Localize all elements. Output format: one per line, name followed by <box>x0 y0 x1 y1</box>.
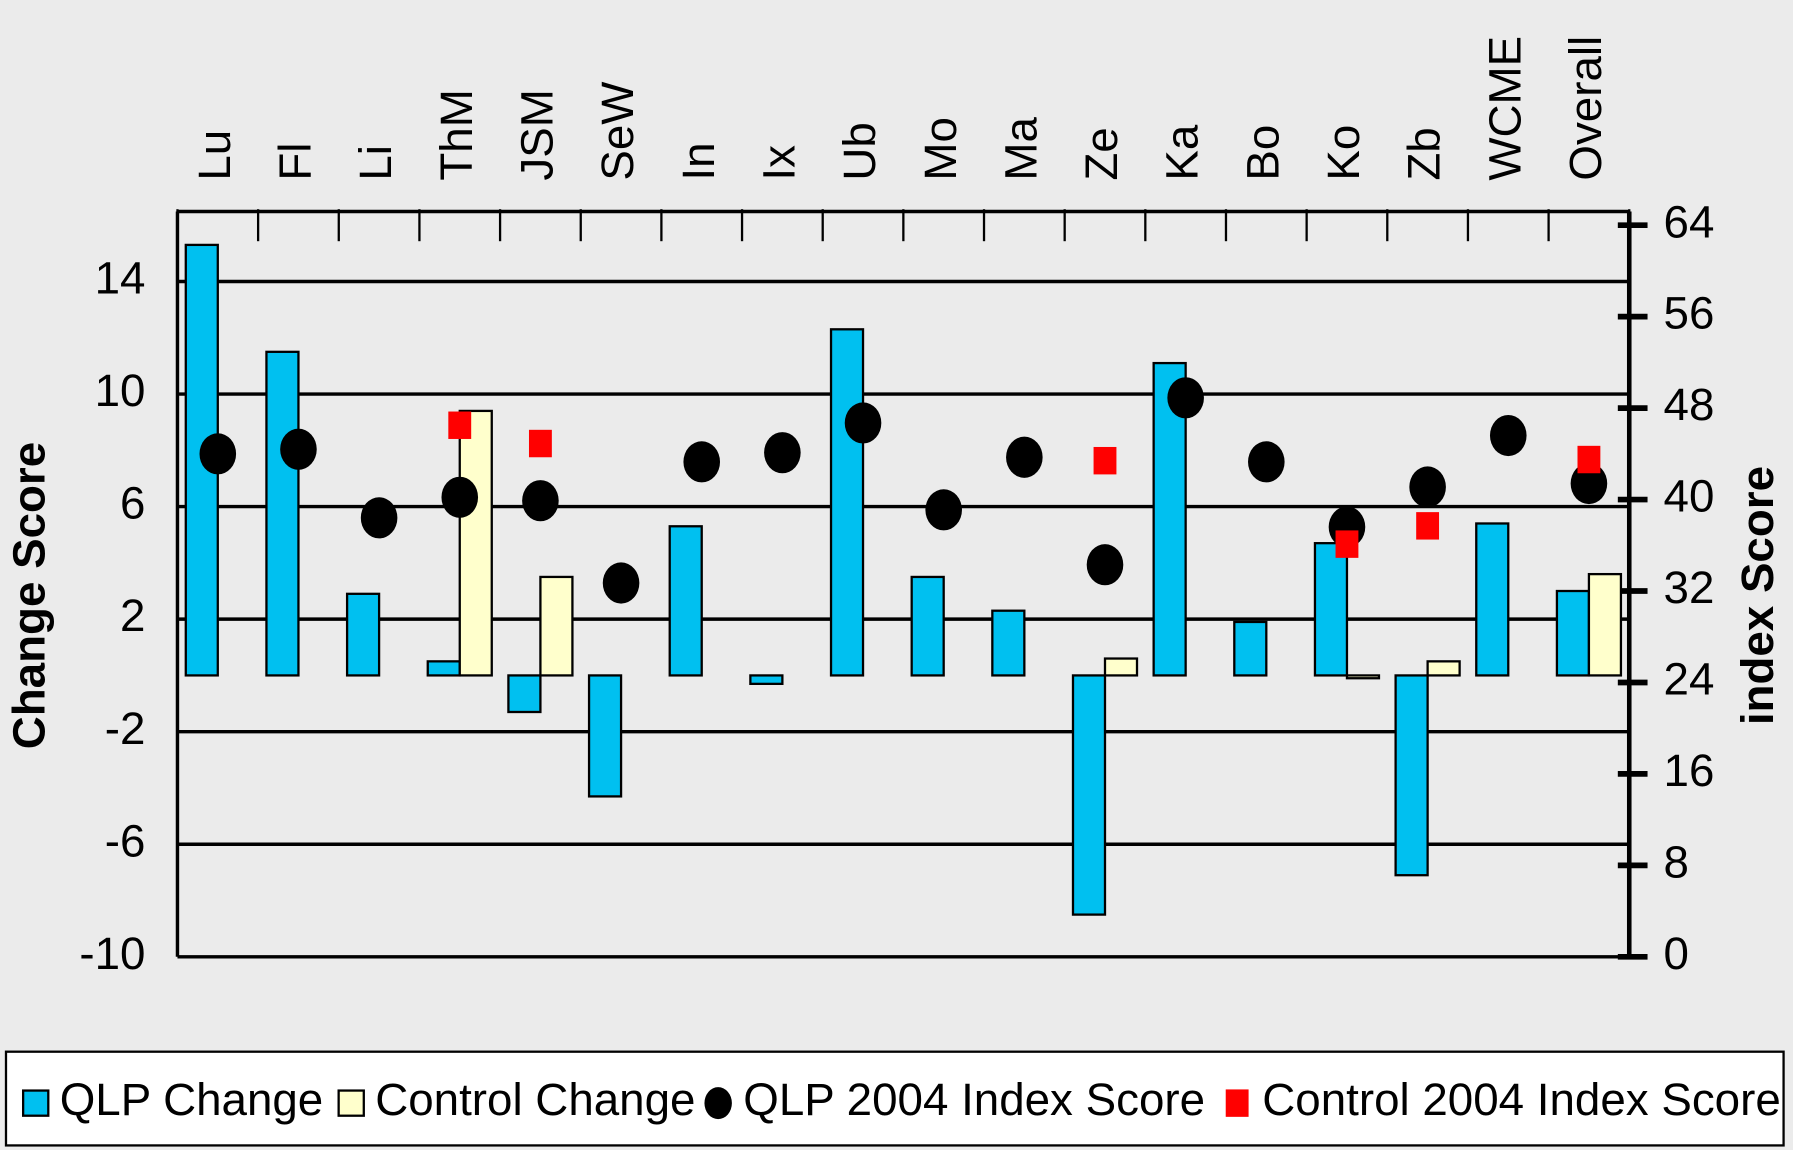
y-tick-label: 14 <box>95 253 146 304</box>
marker <box>522 480 559 522</box>
bar <box>587 674 623 798</box>
x-tick-label: Li <box>350 145 401 181</box>
bar <box>1426 660 1461 677</box>
y2-tick-label: 0 <box>1664 928 1689 979</box>
bar <box>1345 674 1381 680</box>
y2-tick-label: 16 <box>1664 745 1715 796</box>
x-tick-label: Mo <box>915 117 966 181</box>
marker <box>925 489 962 531</box>
y2-tick-label: 8 <box>1664 836 1689 887</box>
bar <box>1475 522 1510 677</box>
bar <box>829 328 865 677</box>
x-tick-label: In <box>673 142 724 180</box>
bar <box>668 525 703 677</box>
y2-tick-label: 32 <box>1664 562 1715 613</box>
x-tick-label: Fl <box>270 143 321 181</box>
bar <box>1071 674 1107 916</box>
legend-swatch <box>337 1089 365 1117</box>
legend-label: Control Change <box>375 1074 695 1125</box>
bar <box>1103 657 1139 677</box>
marker <box>280 428 317 470</box>
y2-tick-label: 48 <box>1664 379 1715 430</box>
marker <box>844 402 882 444</box>
legend-label: Control 2004 Index Score <box>1262 1074 1780 1125</box>
marker <box>1335 530 1359 558</box>
bar <box>265 350 300 677</box>
y2-tick-label: 56 <box>1664 288 1715 339</box>
bar <box>1587 572 1623 677</box>
bar <box>426 660 461 677</box>
legend-label: QLP 2004 Index Score <box>743 1074 1205 1125</box>
y-tick-label: -2 <box>105 703 146 754</box>
x-tick-label: Ka <box>1157 124 1208 180</box>
x-tick-label: Ix <box>753 145 804 181</box>
marker <box>1167 377 1204 419</box>
marker <box>764 432 801 474</box>
bar <box>1233 620 1268 677</box>
marker <box>1093 446 1117 475</box>
x-tick-label: Ko <box>1318 125 1369 181</box>
marker <box>528 429 552 458</box>
bar <box>507 674 542 714</box>
y2-tick-label: 40 <box>1664 471 1715 522</box>
legend-swatch <box>21 1089 50 1117</box>
x-tick-label: ThM <box>431 89 482 180</box>
y-tick-label: -10 <box>79 928 145 979</box>
marker <box>1086 544 1124 586</box>
x-tick-label: Ma <box>995 117 1046 181</box>
marker <box>1489 414 1527 457</box>
bar <box>1555 589 1591 677</box>
x-tick-label: Zb <box>1399 127 1450 180</box>
x-tick-label: Ze <box>1076 127 1127 180</box>
y-tick-label: 6 <box>120 478 145 529</box>
y-tick-label: 2 <box>120 590 145 641</box>
marker <box>1416 512 1440 540</box>
bar <box>749 674 784 686</box>
marker <box>602 562 640 604</box>
legend-box <box>4 1050 1785 1147</box>
y2-tick-label: 24 <box>1664 654 1715 705</box>
x-tick-label: Ub <box>834 122 885 180</box>
bar <box>458 409 493 677</box>
y2-axis-title: index Score <box>1732 466 1783 725</box>
x-tick-label: JSM <box>511 89 562 180</box>
bar <box>991 609 1026 677</box>
legend-swatch <box>1225 1089 1249 1117</box>
x-tick-label: SeW <box>592 82 643 181</box>
marker <box>1409 466 1446 508</box>
bar <box>1313 542 1349 677</box>
x-tick-label: Lu <box>189 130 240 181</box>
marker <box>1006 436 1043 478</box>
marker <box>199 433 237 475</box>
legend-label: QLP Change <box>60 1074 324 1125</box>
y-tick-label: -6 <box>105 815 146 866</box>
marker <box>441 476 479 518</box>
marker <box>360 497 398 539</box>
marker <box>683 441 721 483</box>
y-tick-label: 10 <box>95 365 146 416</box>
bar <box>1394 674 1429 877</box>
x-tick-label: WCME <box>1479 36 1530 181</box>
x-tick-label: Overall <box>1560 36 1611 181</box>
marker <box>448 411 472 439</box>
y-axis-title: Change Score <box>3 442 54 749</box>
marker <box>1248 441 1285 483</box>
bar <box>539 575 574 677</box>
legend-swatch <box>704 1087 732 1120</box>
y2-tick-label: 64 <box>1664 196 1715 247</box>
bar <box>345 592 381 677</box>
x-tick-label: Bo <box>1237 125 1288 181</box>
marker <box>1577 445 1601 474</box>
bar <box>910 575 945 677</box>
